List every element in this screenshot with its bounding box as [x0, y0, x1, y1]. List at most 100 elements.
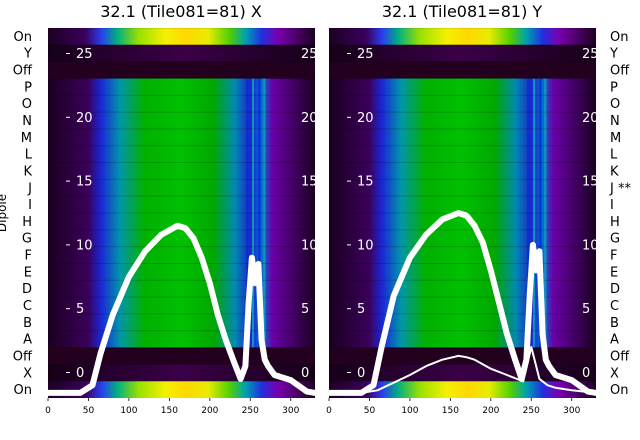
- heatmap-streak: [539, 229, 542, 248]
- row-label: K: [610, 164, 619, 179]
- heatmap-streak: [532, 213, 536, 231]
- panel-title: 32.1 (Tile081=81) X: [100, 2, 262, 21]
- heatmap-row-21: [48, 381, 315, 398]
- overlay-series: [48, 222, 315, 396]
- overlay-y-tick-label-right: 10: [301, 238, 318, 253]
- heatmap-row-3: [48, 78, 315, 96]
- series-line-0: [329, 210, 596, 396]
- row-label: I: [610, 198, 614, 213]
- heatmap-streak: [263, 78, 266, 96]
- heatmap-streak: [532, 145, 536, 164]
- heatmap-streak: [246, 229, 249, 248]
- heatmap-row-10: [329, 196, 596, 214]
- row-label: E: [610, 265, 618, 280]
- row-label: X: [23, 366, 32, 381]
- overlay-y-tick-label-right: 15: [301, 175, 318, 190]
- heatmap-rows: [329, 28, 596, 398]
- heatmap-streak: [544, 280, 547, 298]
- heatmap-streak: [544, 162, 547, 180]
- heatmap-row-14: [48, 263, 315, 281]
- heatmap-streak: [258, 213, 261, 231]
- heatmap-streak: [527, 213, 530, 231]
- row-label: J: [27, 181, 32, 196]
- heatmap-streak: [539, 112, 542, 130]
- overlay-series: [329, 210, 596, 396]
- heatmap-streak: [539, 78, 542, 96]
- overlay-y-tick-label-right: 10: [582, 238, 599, 253]
- heatmap-streak: [539, 196, 542, 214]
- heatmap-streak: [539, 162, 542, 180]
- row-label: D: [22, 282, 32, 297]
- x-tick-label: 250: [523, 406, 540, 416]
- heatmap-row-1: [329, 44, 596, 63]
- x-tick-label: 150: [442, 406, 459, 416]
- heatmap-streak: [263, 179, 266, 197]
- row-label: A: [23, 333, 32, 348]
- row-label: On: [610, 383, 628, 398]
- row-label: On: [610, 30, 628, 45]
- heatmap-streak: [544, 128, 547, 147]
- row-label: Y: [23, 47, 32, 62]
- x-tick-label: 0: [326, 406, 332, 416]
- row-label: M: [21, 131, 32, 146]
- overlay-y-tick-label: 5: [357, 302, 365, 317]
- overlay-y-tick-label: 0: [76, 366, 84, 381]
- row-label: F: [610, 249, 617, 264]
- row-label: Off: [13, 349, 33, 364]
- heatmap-streak: [246, 196, 249, 214]
- row-label: H: [22, 215, 32, 230]
- heatmap-streak: [246, 246, 249, 264]
- heatmap-streak: [532, 313, 536, 332]
- row-label: X: [610, 366, 619, 381]
- heatmap-streak: [251, 78, 255, 96]
- overlay-y-tick-label: 20: [357, 111, 374, 126]
- heatmap-row-10: [48, 196, 315, 214]
- heatmap-streak: [263, 213, 266, 231]
- heatmap-streak: [532, 330, 536, 349]
- heatmap-streak: [532, 162, 536, 180]
- panel-title: 32.1 (Tile081=81) Y: [382, 2, 543, 21]
- x-tick-label: 150: [161, 406, 178, 416]
- heatmap-streak: [544, 95, 547, 113]
- overlay-y-tick-label: 0: [357, 366, 365, 381]
- row-label: Off: [610, 64, 630, 79]
- heatmap-streak: [251, 330, 255, 349]
- heatmap-streak: [258, 162, 261, 180]
- x-tick-label: 100: [401, 406, 418, 416]
- overlay-y-tick-label-right: 25: [301, 47, 318, 62]
- heatmap-streak: [263, 246, 266, 264]
- row-label: P: [24, 80, 32, 95]
- heatmap-row-17: [329, 313, 596, 332]
- overlay-y-tick-label: 25: [357, 47, 374, 62]
- row-label: A: [610, 333, 619, 348]
- overlay-y-tick-label: 10: [357, 238, 374, 253]
- heatmap-streak: [532, 297, 536, 315]
- heatmap-streak: [251, 179, 255, 197]
- heatmap-streak: [539, 213, 542, 231]
- heatmap-streak: [258, 95, 261, 113]
- heatmap-row-0: [329, 28, 596, 46]
- heatmap-streak: [544, 246, 547, 264]
- heatmap-streak: [251, 213, 255, 231]
- heatmap-streak: [544, 145, 547, 164]
- series-line-1: [329, 346, 596, 394]
- heatmap-streak: [263, 229, 266, 248]
- heatmap-row-2: [329, 61, 596, 79]
- heatmap-streak: [539, 179, 542, 197]
- row-label: Off: [13, 64, 33, 79]
- overlay-y-tick-label: 5: [76, 302, 84, 317]
- heatmap-streak: [251, 128, 255, 147]
- row-label: F: [25, 249, 32, 264]
- row-label: G: [22, 232, 32, 247]
- heatmap-streak: [544, 196, 547, 214]
- heatmap-streak: [539, 95, 542, 113]
- row-label: I: [28, 198, 32, 213]
- row-label: B: [610, 316, 619, 331]
- row-label: O: [610, 97, 620, 112]
- row-label: On: [14, 383, 32, 398]
- heatmap-row-6: [329, 128, 596, 147]
- heatmap-streak: [527, 196, 530, 214]
- heatmap-streak: [251, 196, 255, 214]
- x-tick-label: 0: [45, 406, 51, 416]
- heatmap-streak: [527, 95, 530, 113]
